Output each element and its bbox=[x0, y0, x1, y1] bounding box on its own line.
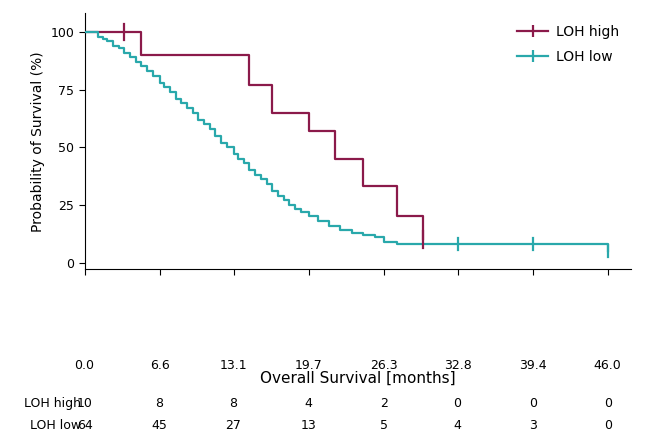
Legend: LOH high, LOH low: LOH high, LOH low bbox=[514, 21, 623, 68]
Text: LOH high: LOH high bbox=[24, 396, 81, 410]
Text: 6.6: 6.6 bbox=[150, 358, 170, 372]
Text: 8: 8 bbox=[155, 396, 164, 410]
Text: 46.0: 46.0 bbox=[594, 358, 621, 372]
Y-axis label: Probability of Survival (%): Probability of Survival (%) bbox=[31, 51, 45, 232]
Text: 4: 4 bbox=[305, 396, 313, 410]
Text: 13: 13 bbox=[301, 419, 317, 432]
Text: 13.1: 13.1 bbox=[220, 358, 247, 372]
Text: Overall Survival [months]: Overall Survival [months] bbox=[260, 371, 455, 386]
Text: 32.8: 32.8 bbox=[444, 358, 471, 372]
Text: 0: 0 bbox=[454, 396, 462, 410]
Text: 27: 27 bbox=[226, 419, 241, 432]
Text: 0: 0 bbox=[604, 419, 612, 432]
Text: 5: 5 bbox=[380, 419, 387, 432]
Text: 26.3: 26.3 bbox=[370, 358, 398, 372]
Text: 19.7: 19.7 bbox=[294, 358, 322, 372]
Text: 0: 0 bbox=[528, 396, 537, 410]
Text: 8: 8 bbox=[229, 396, 237, 410]
Text: 0.0: 0.0 bbox=[75, 358, 94, 372]
Text: 2: 2 bbox=[380, 396, 387, 410]
Text: 10: 10 bbox=[77, 396, 92, 410]
Text: 64: 64 bbox=[77, 419, 92, 432]
Text: 45: 45 bbox=[151, 419, 168, 432]
Text: 4: 4 bbox=[454, 419, 462, 432]
Text: LOH low: LOH low bbox=[30, 419, 81, 432]
Text: 3: 3 bbox=[528, 419, 537, 432]
Text: 39.4: 39.4 bbox=[519, 358, 547, 372]
Text: 0: 0 bbox=[604, 396, 612, 410]
